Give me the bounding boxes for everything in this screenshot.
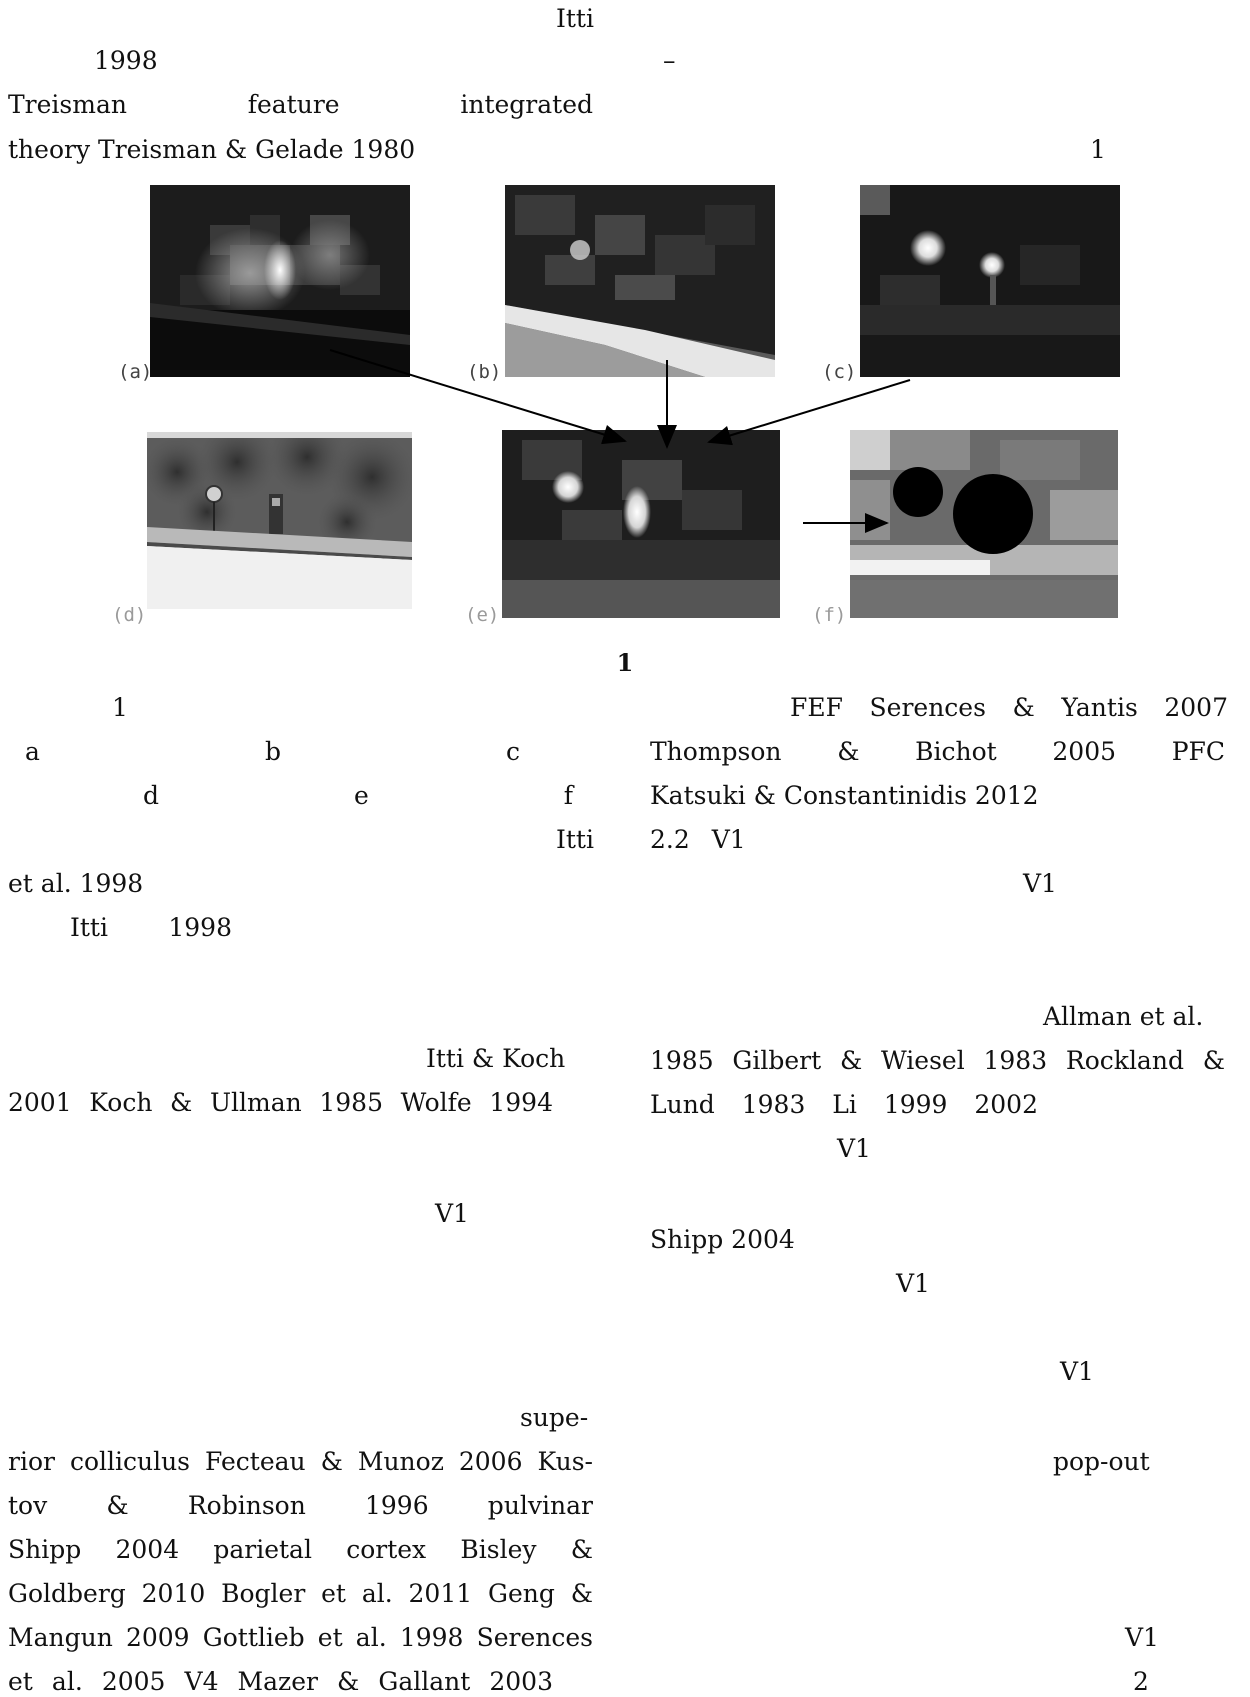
text-line: – — [663, 46, 676, 75]
text-line: V1 — [896, 1269, 930, 1298]
text-line: 1985 Gilbert & Wiesel 1983 Rockland & — [650, 1046, 1225, 1075]
figure-panel-c — [860, 185, 1120, 377]
text-line: V1 — [1060, 1357, 1094, 1386]
figure-arrows — [329, 349, 911, 533]
panel-label-b: (b) — [467, 361, 502, 383]
text-line: FEF Serences & Yantis 2007 — [790, 693, 1228, 722]
text-line: a b c — [25, 737, 520, 766]
text-line: Itti & Koch — [426, 1044, 566, 1073]
text-line: d e f — [143, 781, 573, 810]
text-line: Treisman feature integrated — [8, 90, 593, 119]
text-line: tov & Robinson 1996 pulvinar — [8, 1491, 593, 1520]
text-line: supe- — [520, 1403, 589, 1432]
text-line: V1 — [435, 1199, 469, 1228]
text-line: Shipp 2004 — [650, 1225, 795, 1254]
figure-panel-a — [150, 185, 410, 377]
text-line: 1 — [112, 693, 128, 722]
text-line: 2001 Koch & Ullman 1985 Wolfe 1994 — [8, 1088, 553, 1117]
figure-panel-b — [505, 185, 775, 377]
text-line: Itti — [556, 825, 594, 854]
text-line: Itti 1998 — [70, 913, 232, 942]
panel-label-e: (e) — [465, 604, 500, 626]
text-line: Katsuki & Constantinidis 2012 — [650, 781, 1039, 810]
text-line: 1998 — [94, 46, 158, 75]
text-line: V1 — [1023, 869, 1057, 898]
text-line: Goldberg 2010 Bogler et al. 2011 Geng & — [8, 1579, 593, 1608]
text-line: 1 — [1090, 135, 1106, 164]
text-line: V1 — [837, 1134, 871, 1163]
text-line: Itti — [556, 4, 594, 33]
panel-label-c: (c) — [822, 361, 857, 383]
figure-caption: 1 — [616, 648, 634, 677]
panel-label-d: (d) — [112, 604, 147, 626]
text-line: 2.2 V1 — [650, 825, 746, 854]
text-line: Allman et al. — [1043, 1002, 1204, 1031]
text-line: et al. 1998 — [8, 869, 144, 898]
figure-panel-e — [502, 430, 780, 618]
text-line: theory Treisman & Gelade 1980 — [8, 135, 416, 164]
figure-panel-d — [147, 432, 412, 609]
text-line: Shipp 2004 parietal cortex Bisley & — [8, 1535, 593, 1564]
panel-label-f: (f) — [812, 604, 847, 626]
text-line: Thompson & Bichot 2005 PFC — [650, 737, 1225, 766]
text-line: 2 — [1133, 1667, 1149, 1696]
text-line: et al. 2005 V4 Mazer & Gallant 2003 — [8, 1667, 553, 1696]
text-line: pop-out — [1053, 1447, 1150, 1476]
text-line: Lund 1983 Li 1999 2002 — [650, 1090, 1038, 1119]
figure-panel-f — [850, 430, 1118, 618]
text-line: V1 — [1125, 1623, 1159, 1652]
panel-label-a: (a) — [118, 361, 153, 383]
text-line: Mangun 2009 Gottlieb et al. 1998 Serence… — [8, 1623, 593, 1652]
text-line: rior colliculus Fecteau & Munoz 2006 Kus… — [8, 1447, 593, 1476]
